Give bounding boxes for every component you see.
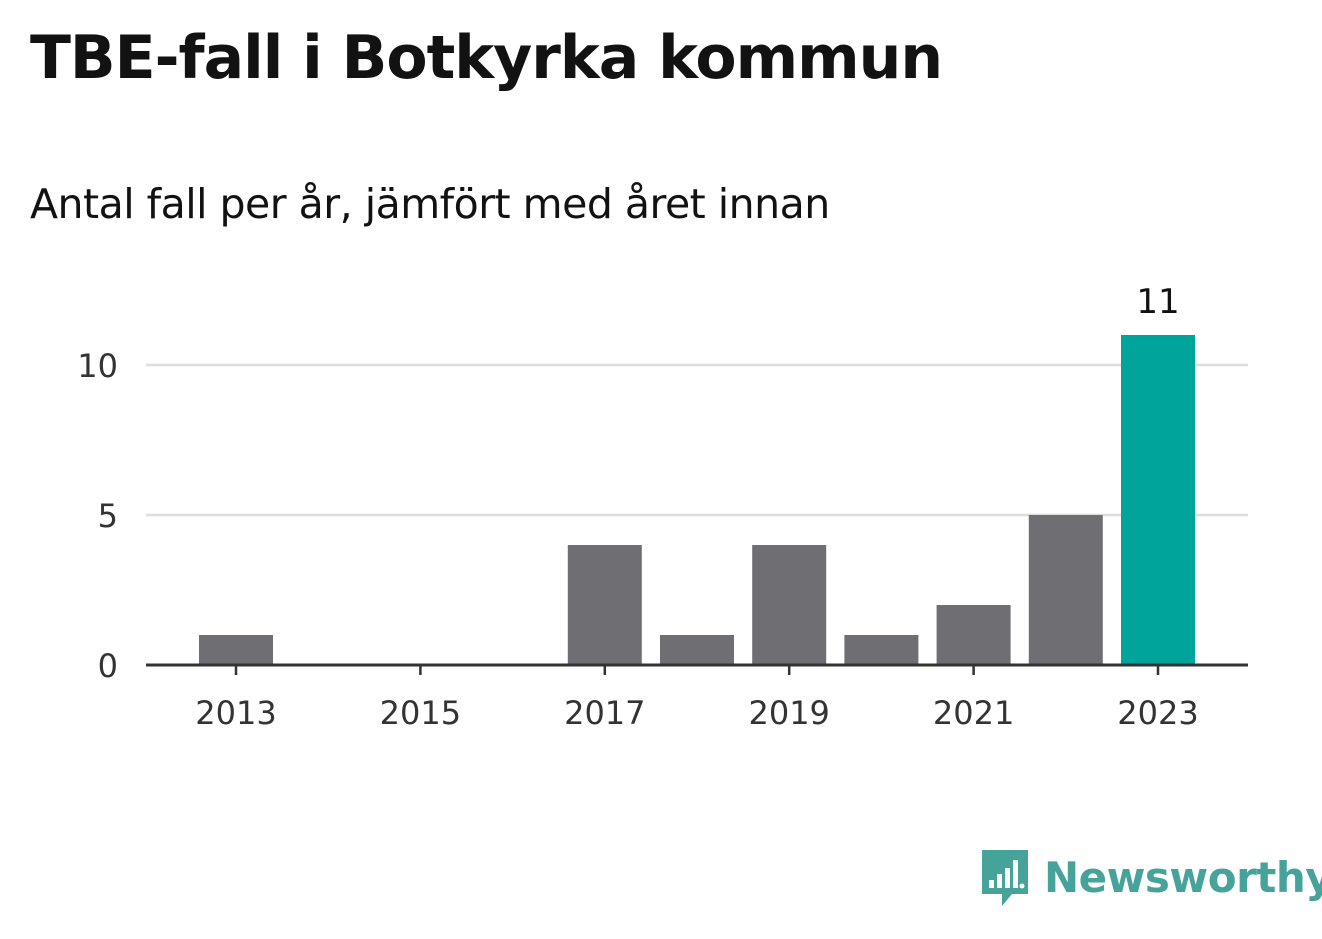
y-tick-label: 0: [98, 647, 118, 685]
bar: [660, 635, 734, 665]
data-label: 11: [1136, 282, 1179, 322]
x-tick-label: 2021: [933, 694, 1014, 732]
bar: [936, 605, 1011, 665]
bar: [1121, 335, 1195, 665]
x-tick-label: 2019: [748, 694, 829, 732]
y-tick-label: 10: [77, 347, 118, 385]
x-tick-label: 2013: [195, 694, 276, 732]
bar: [1028, 515, 1103, 665]
bar: [844, 635, 919, 665]
bar: [752, 545, 827, 665]
brand-name: Newsworthy: [1044, 853, 1322, 902]
chart-title: TBE-fall i Botkyrka kommun: [30, 23, 943, 93]
x-tick-label: 2023: [1117, 694, 1198, 732]
bar-chart-speech-bubble-icon: [982, 850, 1028, 906]
y-tick-label: 5: [98, 497, 118, 535]
chart-subtitle: Antal fall per år, jämfört med året inna…: [30, 180, 830, 228]
brand-logo: Newsworthy: [980, 848, 1322, 908]
x-tick-label: 2017: [564, 694, 645, 732]
bar: [567, 545, 642, 665]
x-tick-label: 2015: [380, 694, 461, 732]
bar-chart: 0 5 10 2013 2015 2017 2019 2021 2023 11: [77, 282, 1248, 732]
bar: [199, 635, 273, 665]
